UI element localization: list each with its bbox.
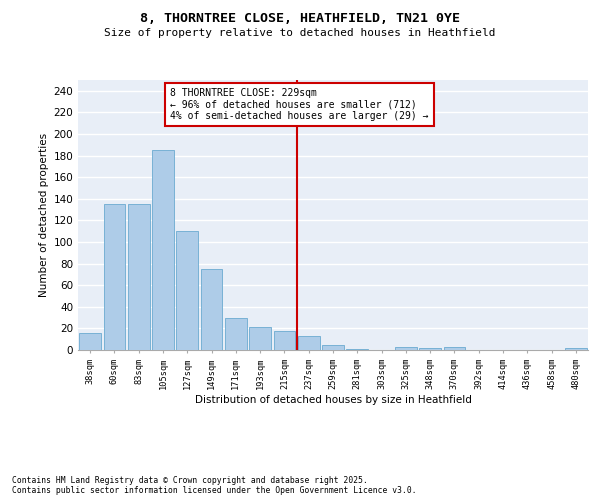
- Bar: [79, 332, 101, 350]
- X-axis label: Distribution of detached houses by size in Heathfield: Distribution of detached houses by size …: [194, 394, 472, 404]
- Bar: [298, 336, 320, 350]
- Bar: [152, 150, 174, 350]
- Bar: [104, 204, 125, 350]
- Text: 8 THORNTREE CLOSE: 229sqm
← 96% of detached houses are smaller (712)
4% of semi-: 8 THORNTREE CLOSE: 229sqm ← 96% of detac…: [170, 88, 429, 121]
- Bar: [565, 348, 587, 350]
- Bar: [419, 348, 441, 350]
- Text: 8, THORNTREE CLOSE, HEATHFIELD, TN21 0YE: 8, THORNTREE CLOSE, HEATHFIELD, TN21 0YE: [140, 12, 460, 26]
- Y-axis label: Number of detached properties: Number of detached properties: [39, 133, 49, 297]
- Bar: [346, 349, 368, 350]
- Bar: [176, 231, 198, 350]
- Bar: [249, 328, 271, 350]
- Bar: [225, 318, 247, 350]
- Bar: [200, 269, 223, 350]
- Text: Size of property relative to detached houses in Heathfield: Size of property relative to detached ho…: [104, 28, 496, 38]
- Bar: [322, 344, 344, 350]
- Bar: [395, 347, 417, 350]
- Bar: [274, 330, 295, 350]
- Text: Contains HM Land Registry data © Crown copyright and database right 2025.
Contai: Contains HM Land Registry data © Crown c…: [12, 476, 416, 495]
- Bar: [443, 347, 466, 350]
- Bar: [128, 204, 149, 350]
